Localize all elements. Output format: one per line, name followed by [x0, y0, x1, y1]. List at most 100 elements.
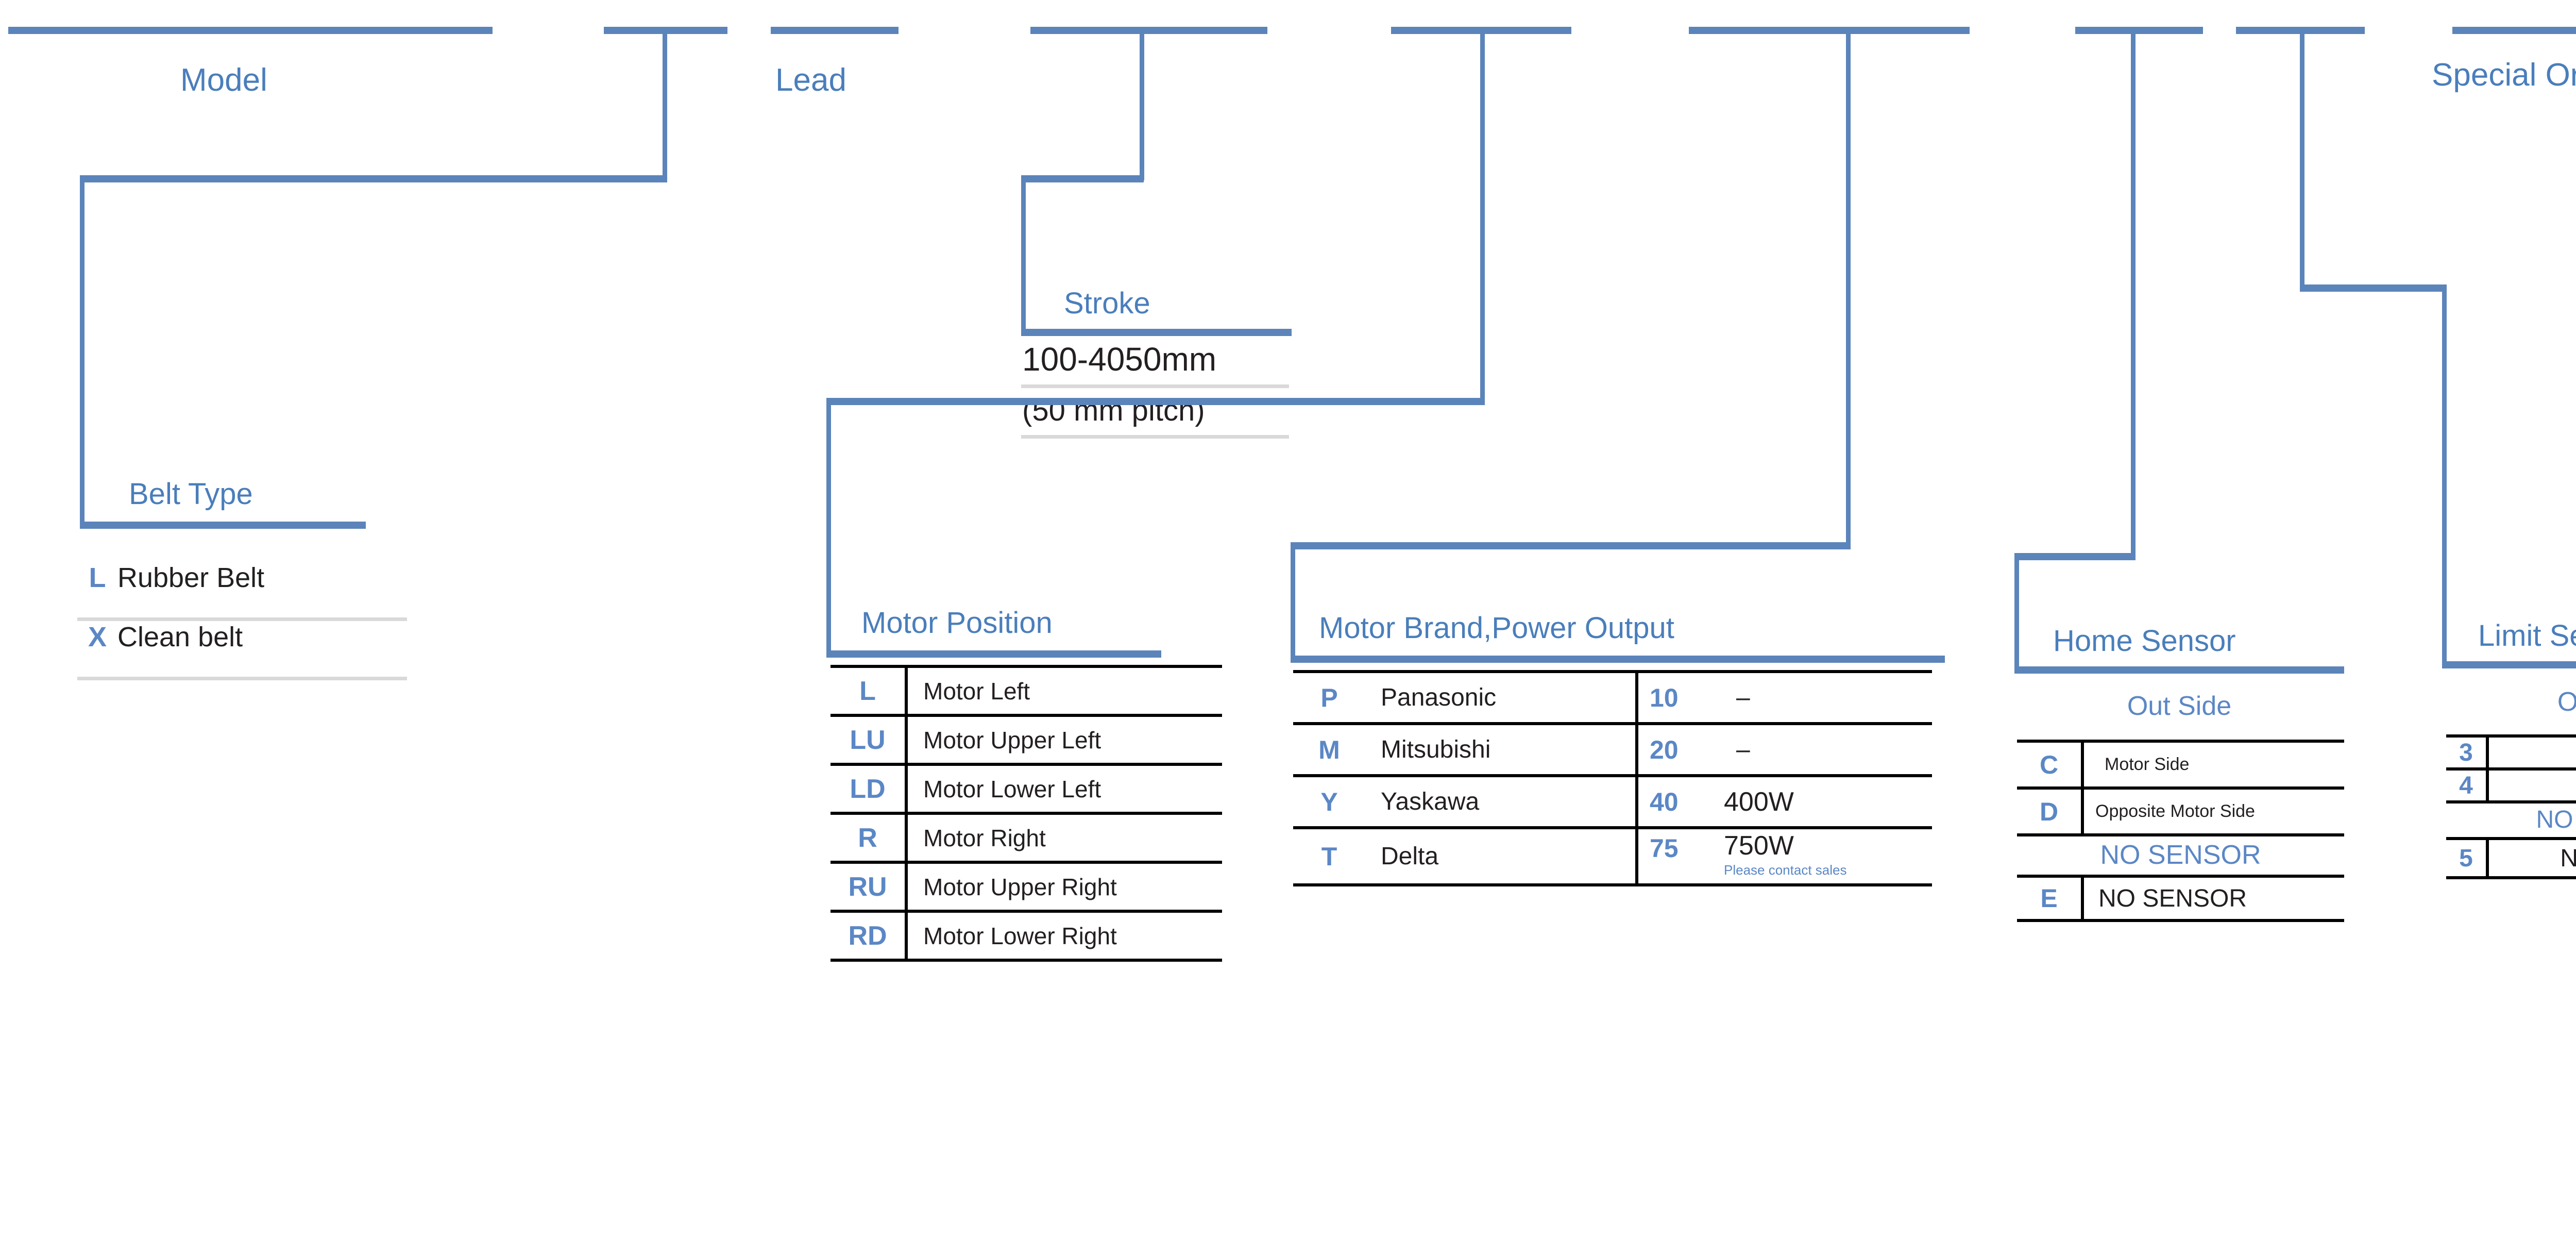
motor-position-code: LU — [850, 725, 886, 755]
home-sensor-desc-cell: NO SENSOR — [2084, 878, 2344, 919]
power-note-contact-sales: Please contact sales — [1724, 862, 1847, 878]
connector-stroke-horizontal — [1021, 175, 1144, 182]
belt-type-desc: Clean belt — [117, 622, 243, 652]
home-sensor-table: C Motor Side D Opposite Motor Side NO SE… — [2017, 740, 2344, 922]
section-title-special-order: Special Order No. — [2432, 57, 2576, 93]
code-field-dash-stroke — [1030, 27, 1267, 34]
home-sensor-no-sensor-heading: NO SENSOR — [2017, 836, 2344, 878]
home-sensor-row: E NO SENSOR — [2017, 878, 2344, 922]
motor-position-bracket-left — [826, 398, 831, 656]
power-desc: – — [1736, 736, 1750, 763]
motor-brand-desc-cell: Yaskawa — [1365, 777, 1638, 826]
code-field-dash-motor-brand — [1689, 27, 1970, 34]
motor-position-desc-cell: Motor Left — [908, 668, 1222, 714]
connector-motor-brand-horizontal — [1291, 542, 1851, 549]
stroke-pitch-row: (50 mm pitch) — [1021, 388, 1289, 439]
belt-type-code: X — [88, 622, 107, 652]
home-sensor-code: D — [2039, 797, 2059, 826]
motor-brand-bracket-left — [1291, 542, 1295, 661]
power-code-cell: 40 — [1638, 777, 1705, 826]
motor-position-row: R Motor Right — [831, 815, 1222, 864]
limit-sensor-bracket-bottom — [2442, 661, 2576, 668]
motor-position-code: RD — [848, 920, 887, 951]
motor-position-desc: Motor Lower Left — [923, 775, 1101, 802]
motor-position-row: LD Motor Lower Left — [831, 766, 1222, 815]
stroke-range-row: 100-4050mm — [1021, 336, 1289, 388]
power-desc: 750W — [1724, 831, 1794, 861]
code-field-dash-lead — [771, 27, 899, 34]
home-sensor-desc-cell: Motor Side — [2084, 743, 2344, 786]
stroke-bracket-bottom — [1021, 329, 1292, 336]
section-title-lead: Lead — [775, 62, 846, 98]
limit-sensor-desc: No SENSOR — [2560, 844, 2576, 872]
stroke-range: 100-4050mm — [1022, 341, 1217, 378]
motor-position-row: LU Motor Upper Left — [831, 717, 1222, 766]
limit-sensor-row: 4 2pc — [2446, 771, 2576, 803]
belt-type-code: L — [89, 562, 106, 593]
limit-sensor-code-cell: 4 — [2446, 771, 2489, 800]
limit-sensor-desc-cell: 2pc — [2489, 771, 2576, 800]
motor-brand-desc: Yaskawa — [1381, 788, 1480, 815]
motor-position-row: L Motor Left — [831, 668, 1222, 717]
power-desc-cell: – — [1705, 673, 1932, 722]
motor-position-desc: Motor Upper Right — [923, 873, 1117, 900]
stroke-table: 100-4050mm (50 mm pitch) — [1021, 336, 1289, 439]
code-field-dash-home-sensor — [2075, 27, 2203, 34]
motor-position-code: LD — [850, 774, 886, 804]
limit-sensor-row: 5 No SENSOR — [2446, 840, 2576, 879]
section-title-motor-position: Motor Position — [861, 606, 1053, 640]
home-sensor-bracket-left — [2014, 553, 2019, 672]
connector-limit-sensor-horizontal-mid — [2300, 284, 2447, 292]
motor-brand-power-row: M Mitsubishi 20 – — [1293, 725, 1932, 777]
connector-stroke-vertical-top — [1140, 31, 1144, 180]
belt-type-table: L Rubber Belt X Clean belt — [77, 562, 407, 680]
power-desc-cell: – — [1705, 725, 1932, 774]
motor-position-row: RD Motor Lower Right — [831, 913, 1222, 962]
section-title-home-sensor: Home Sensor — [2053, 624, 2236, 658]
connector-belt-type-horizontal — [80, 175, 667, 182]
code-field-dash-limit-sensor — [2236, 27, 2365, 34]
power-code-cell: 75 — [1638, 829, 1705, 883]
motor-brand-desc-cell: Delta — [1365, 829, 1638, 883]
limit-sensor-code-cell: 3 — [2446, 738, 2489, 767]
motor-brand-code-cell: Y — [1293, 777, 1365, 826]
limit-sensor-no-sensor-heading: NO SENSOR — [2446, 803, 2576, 840]
section-title-motor-brand-power: Motor Brand,Power Output — [1319, 611, 1674, 645]
power-code: 40 — [1650, 787, 1679, 816]
connector-limit-sensor-vertical-mid — [2442, 284, 2447, 666]
connector-motor-position-horizontal — [826, 398, 1485, 405]
power-code: 75 — [1650, 834, 1679, 863]
motor-position-bracket-bottom — [826, 650, 1161, 658]
connector-motor-brand-vertical-top — [1846, 31, 1851, 546]
home-sensor-desc: Opposite Motor Side — [2095, 801, 2255, 821]
motor-brand-power-row: Y Yaskawa 40 400W — [1293, 777, 1932, 829]
motor-position-desc-cell: Motor Lower Right — [908, 913, 1222, 959]
motor-brand-power-row: P Panasonic 10 – — [1293, 673, 1932, 725]
motor-position-desc: Motor Lower Right — [923, 922, 1117, 949]
connector-motor-position-vertical-top — [1480, 31, 1485, 402]
motor-position-desc-cell: Motor Lower Left — [908, 766, 1222, 812]
motor-brand-power-row: T Delta 75 750W Please contact sales — [1293, 829, 1932, 886]
home-sensor-row: C Motor Side — [2017, 743, 2344, 790]
home-sensor-desc: NO SENSOR — [2098, 884, 2247, 912]
motor-brand-desc-cell: Panasonic — [1365, 673, 1638, 722]
belt-type-row: L Rubber Belt — [77, 562, 407, 621]
limit-sensor-code: 5 — [2459, 844, 2473, 872]
motor-position-code: R — [858, 823, 877, 853]
connector-belt-type-vertical-top — [663, 31, 667, 180]
motor-position-desc: Motor Upper Left — [923, 726, 1101, 754]
power-code: 20 — [1650, 735, 1679, 764]
motor-position-code: L — [859, 676, 876, 706]
home-sensor-code: E — [2040, 884, 2058, 913]
motor-position-code-cell: R — [831, 815, 908, 861]
limit-sensor-table: 3 1pc 4 2pc NO SENSOR 5 No SENSOR — [2446, 734, 2576, 879]
stroke-bracket-left — [1021, 175, 1026, 332]
motor-brand-power-table: P Panasonic 10 – M Mitsubishi 20 – — [1293, 670, 1932, 886]
home-sensor-code-cell: E — [2017, 878, 2084, 919]
motor-brand-code-cell: P — [1293, 673, 1365, 722]
belt-type-desc: Rubber Belt — [117, 562, 265, 593]
motor-position-code-cell: LU — [831, 717, 908, 763]
motor-brand-code: M — [1318, 735, 1340, 764]
motor-position-code-cell: RU — [831, 864, 908, 910]
